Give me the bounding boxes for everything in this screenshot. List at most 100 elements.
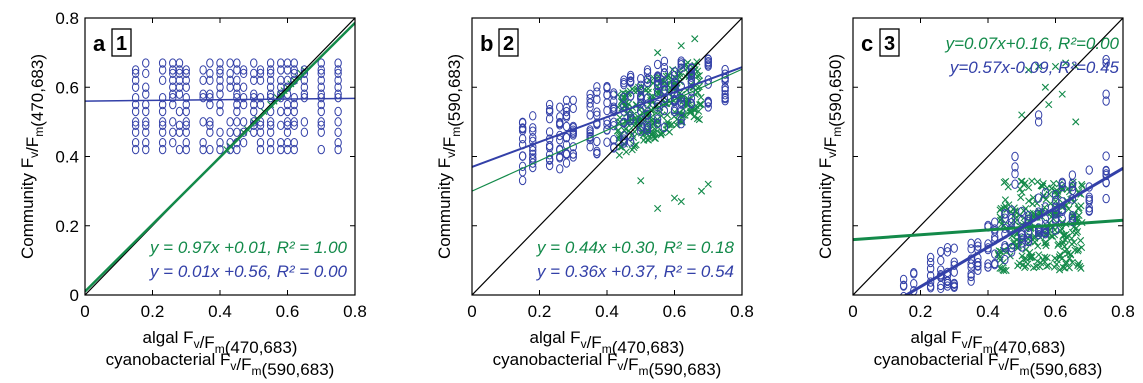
data-point — [1085, 165, 1093, 175]
data-point — [256, 65, 265, 75]
data-point — [1058, 206, 1066, 217]
data-point — [290, 92, 298, 103]
data-point — [226, 58, 234, 68]
data-point — [610, 117, 618, 127]
data-point — [660, 68, 669, 78]
data-point — [704, 54, 712, 64]
data-point — [622, 98, 631, 107]
data-point — [562, 158, 571, 168]
data-point — [216, 144, 224, 155]
data-point — [653, 102, 662, 112]
data-point — [131, 82, 140, 92]
data-point — [1018, 188, 1026, 196]
data-point — [199, 65, 207, 75]
data-point — [1074, 261, 1082, 270]
data-point — [266, 92, 275, 103]
data-point — [334, 68, 342, 79]
data-point — [256, 92, 265, 103]
fit-equation-1: y=0.07x+0.16, R²=0.00 — [945, 34, 1120, 53]
data-point — [233, 106, 241, 117]
data-point — [1005, 201, 1013, 209]
data-point — [664, 72, 672, 80]
data-point — [545, 127, 554, 137]
data-point — [131, 127, 140, 137]
data-point — [593, 107, 601, 117]
data-point — [937, 255, 945, 266]
data-point — [256, 137, 265, 148]
panel-number-box — [498, 28, 519, 57]
data-point — [610, 88, 618, 98]
data-point — [1025, 197, 1033, 205]
data-point — [693, 58, 701, 66]
data-point — [626, 77, 635, 88]
data-point — [899, 274, 908, 285]
data-point — [1041, 188, 1050, 198]
data-point — [182, 68, 190, 79]
data-point — [1068, 258, 1076, 267]
data-point — [1068, 216, 1077, 227]
data-point — [603, 98, 611, 108]
data-point — [626, 91, 635, 101]
data-point — [704, 180, 712, 188]
data-point — [169, 117, 177, 127]
data-point — [158, 137, 167, 148]
data-point — [1102, 151, 1110, 161]
data-point — [334, 127, 342, 137]
data-point — [562, 132, 571, 143]
data-point — [677, 56, 685, 66]
data-point — [545, 140, 554, 151]
data-point — [290, 58, 298, 68]
x-tick-label: 0.2 — [528, 302, 552, 321]
data-point — [334, 82, 342, 92]
data-point — [529, 136, 537, 147]
data-point — [334, 65, 342, 75]
data-point — [233, 127, 241, 137]
data-point — [233, 89, 241, 99]
data-point — [1049, 179, 1058, 188]
data-point — [182, 65, 190, 75]
data-point — [1050, 263, 1059, 271]
data-point — [1043, 226, 1051, 234]
plot-area — [853, 18, 1123, 313]
data-point — [677, 97, 685, 107]
data-point — [569, 152, 577, 162]
data-point — [926, 283, 935, 293]
data-point — [142, 127, 150, 137]
data-point — [900, 305, 906, 313]
data-point — [603, 105, 611, 116]
data-point — [1045, 100, 1053, 109]
data-point — [300, 127, 309, 137]
data-point — [660, 122, 669, 133]
data-point — [266, 137, 275, 148]
data-point — [1022, 262, 1030, 270]
data-point — [545, 104, 554, 115]
data-point — [216, 137, 224, 148]
data-point — [586, 142, 594, 152]
data-point — [233, 144, 241, 155]
data-point — [937, 283, 945, 294]
data-point — [974, 257, 982, 268]
data-point — [677, 42, 685, 50]
data-point — [1051, 254, 1059, 262]
data-point — [158, 92, 167, 103]
data-point — [630, 122, 638, 130]
x-axis-label: algal Fv/Fm(470,683) — [911, 328, 1066, 357]
data-point — [657, 131, 665, 139]
data-point — [1041, 83, 1049, 91]
data-point — [1074, 259, 1083, 267]
data-point — [206, 58, 214, 68]
panel-letter: c — [861, 31, 873, 56]
data-point — [593, 149, 601, 159]
data-point — [691, 35, 699, 43]
data-point — [603, 81, 611, 92]
data-point — [142, 117, 150, 127]
data-point — [687, 75, 696, 86]
data-point — [1022, 245, 1030, 254]
data-point — [593, 136, 601, 147]
data-point — [1020, 181, 1028, 189]
data-point — [637, 84, 645, 95]
data-point — [603, 137, 611, 147]
data-point — [131, 92, 140, 103]
data-point — [586, 98, 594, 108]
data-point — [1062, 59, 1070, 67]
